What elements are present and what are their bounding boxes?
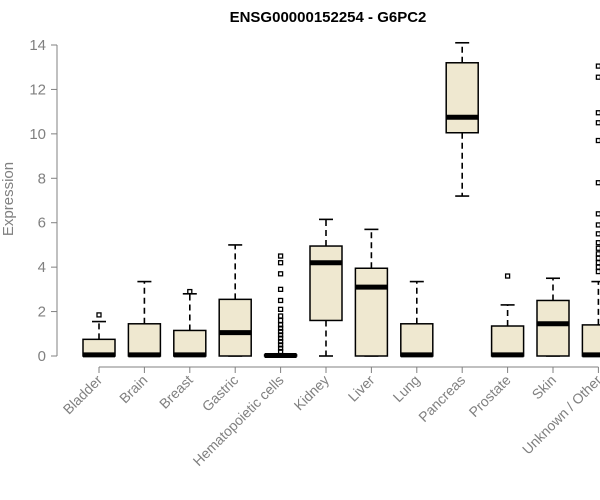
y-tick-label: 14 — [29, 37, 46, 54]
outlier-point — [595, 137, 600, 144]
outlier-point — [277, 345, 284, 351]
outlier-point — [595, 255, 600, 261]
chart-title: ENSG00000152254 - G6PC2 — [230, 9, 427, 26]
box-hematopoietic-cells — [263, 253, 298, 359]
y-axis-label: Expression — [0, 162, 17, 236]
outlier-point — [595, 268, 600, 275]
outlier-point — [277, 332, 284, 338]
x-tick-label: Breast — [156, 372, 196, 412]
y-tick-label: 8 — [38, 170, 46, 187]
box-gastric — [218, 244, 252, 357]
outlier-point — [187, 288, 193, 295]
box-unknown-other — [581, 63, 600, 358]
outlier-point — [277, 317, 284, 324]
box-liver — [354, 228, 389, 357]
iqr-box — [400, 323, 434, 357]
outlier-point — [595, 180, 600, 186]
outlier-point — [277, 297, 284, 304]
x-tick-label: Hematopoietic cells — [190, 372, 287, 469]
outlier-point — [595, 240, 600, 246]
box-pancreas — [445, 41, 479, 197]
iqr-box — [309, 245, 343, 322]
outlier-point — [595, 110, 600, 116]
x-tick-label: Unknown / Other — [519, 372, 600, 458]
x-tick-label: Gastric — [199, 372, 242, 415]
outlier-point — [277, 335, 284, 341]
x-tick-label: Kidney — [291, 372, 333, 414]
outlier-point — [595, 74, 600, 80]
box-kidney — [309, 218, 343, 357]
y-tick-label: 6 — [38, 215, 46, 232]
outlier-point — [277, 338, 284, 345]
outlier-point — [96, 312, 102, 318]
iqr-box — [354, 267, 389, 357]
outlier-point — [595, 260, 600, 266]
outlier-point — [595, 222, 600, 228]
outlier-point — [595, 231, 600, 237]
outlier-point — [595, 63, 600, 69]
outlier-point — [595, 251, 600, 257]
x-tick-label: Brain — [116, 372, 150, 406]
y-tick-label: 12 — [29, 81, 46, 98]
box-brain — [127, 280, 162, 358]
x-tick-label: Pancreas — [415, 372, 468, 425]
y-axis: 0 2 4 6 8 10 12 14 — [29, 37, 58, 365]
outlier-point — [277, 253, 284, 259]
outlier-point — [277, 328, 284, 335]
outlier-point — [277, 342, 284, 348]
iqr-box — [536, 299, 570, 357]
x-tick-label: Prostate — [466, 372, 514, 420]
iqr-box — [445, 62, 479, 134]
iqr-box — [218, 298, 252, 357]
iqr-box — [490, 325, 525, 357]
iqr-box — [173, 329, 207, 357]
outlier-point — [277, 348, 284, 355]
x-tick-label: Liver — [345, 372, 378, 405]
y-tick-label: 2 — [38, 304, 46, 321]
x-tick-label: Lung — [390, 372, 423, 405]
box-bladder — [82, 312, 116, 358]
y-tick-label: 10 — [29, 126, 46, 143]
x-tick-label: Bladder — [60, 372, 106, 418]
outlier-point — [277, 322, 284, 328]
box-prostate — [490, 273, 525, 358]
box-series — [82, 41, 600, 359]
iqr-box — [127, 323, 162, 357]
y-tick-label: 4 — [38, 259, 46, 276]
outlier-point — [595, 120, 600, 126]
outlier-point — [277, 313, 284, 319]
outlier-point — [277, 325, 284, 331]
outlier-point — [277, 271, 284, 277]
box-lung — [400, 280, 434, 358]
outlier-point — [595, 245, 600, 251]
outlier-point — [595, 211, 600, 217]
box-skin — [536, 277, 570, 357]
outlier-point — [504, 273, 511, 279]
outlier-point — [277, 306, 284, 313]
outlier-point — [277, 286, 284, 293]
outlier-point — [595, 264, 600, 270]
iqr-box — [581, 324, 600, 357]
y-tick-label: 0 — [38, 348, 46, 365]
box-breast — [173, 288, 207, 358]
outlier-point — [277, 260, 284, 266]
x-tick-label: Skin — [529, 372, 560, 403]
